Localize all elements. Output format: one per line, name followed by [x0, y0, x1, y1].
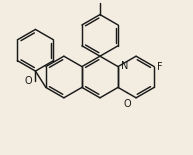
- Text: O: O: [123, 99, 131, 108]
- Text: F: F: [157, 62, 163, 72]
- Text: O: O: [25, 76, 32, 86]
- Text: N: N: [120, 61, 128, 71]
